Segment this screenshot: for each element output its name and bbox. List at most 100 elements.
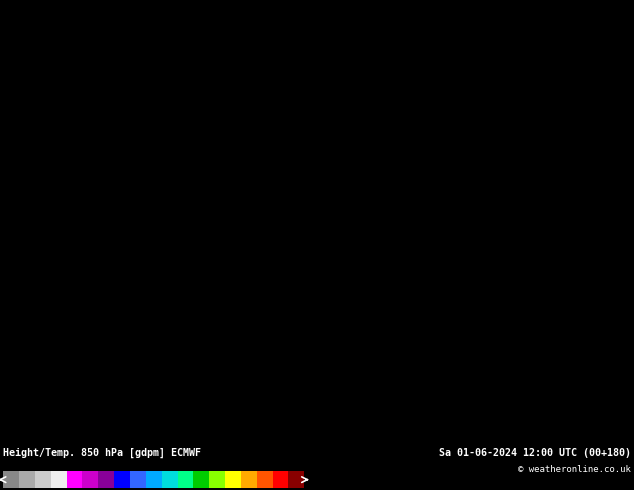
Text: 5: 5 [160,343,167,349]
Text: 4: 4 [282,276,288,284]
Text: 5: 5 [209,60,215,67]
Text: 5: 5 [424,74,430,81]
Text: 3: 3 [297,295,303,302]
Text: 4: 4 [521,347,527,354]
Text: 6: 6 [96,366,103,373]
Text: 4: 4 [170,271,176,279]
Text: 2: 2 [53,131,59,138]
Text: 4: 4 [243,3,249,10]
Text: 2: 2 [326,314,333,321]
Text: 2: 2 [82,201,89,208]
Text: 6: 6 [155,385,162,392]
Text: 4: 4 [248,385,254,392]
Text: 3: 3 [492,164,498,171]
Text: 5: 5 [282,0,288,6]
Text: 4: 4 [184,244,191,251]
Text: 2: 2 [77,201,84,208]
Text: 5: 5 [546,328,552,335]
Text: 7: 7 [257,102,264,109]
Text: 6: 6 [228,83,235,91]
Text: 6: 6 [360,0,366,6]
Text: 5: 5 [145,361,152,368]
Text: 5: 5 [200,135,206,143]
Text: 2: 2 [609,41,615,48]
Text: 7: 7 [63,403,69,411]
Text: 6: 6 [589,248,595,255]
Text: 4: 4 [516,291,522,298]
Text: 3: 3 [472,154,479,161]
Text: 7: 7 [277,154,283,161]
Text: 3: 3 [273,403,279,411]
Text: 3: 3 [268,403,274,411]
Text: 5: 5 [233,437,240,443]
Text: 3: 3 [273,394,279,401]
Text: 6: 6 [257,201,264,208]
Text: 7: 7 [326,74,332,81]
Text: 7: 7 [346,140,352,147]
Text: 3: 3 [43,74,49,81]
Text: 3: 3 [258,300,264,307]
Text: 4: 4 [526,187,532,194]
Text: 1: 1 [370,394,376,401]
Text: 6: 6 [306,3,313,10]
Text: 3: 3 [472,159,479,166]
Text: 6: 6 [253,60,259,67]
Text: 6: 6 [243,55,250,63]
Text: 7: 7 [58,436,64,443]
Text: 5: 5 [224,51,230,58]
Text: 2: 2 [29,131,35,138]
Text: 4: 4 [121,300,127,307]
Text: 1: 1 [360,304,366,312]
Text: 2: 2 [14,220,20,227]
Text: 2: 2 [316,295,323,302]
Text: 5: 5 [238,37,245,44]
Text: 7: 7 [604,253,610,260]
Text: 4: 4 [433,125,439,133]
Text: 2: 2 [311,309,318,317]
Text: 6: 6 [233,83,240,91]
Text: 7: 7 [287,102,294,109]
Text: 1: 1 [19,192,25,198]
Text: 7: 7 [340,98,347,105]
Text: 2: 2 [458,234,464,241]
Text: 3: 3 [121,159,127,166]
Text: 1: 1 [404,295,410,302]
Text: 4: 4 [233,318,240,326]
Text: 5: 5 [540,441,547,448]
Text: 1: 1 [594,55,600,62]
Text: 5: 5 [404,8,410,15]
Text: 3: 3 [453,74,459,81]
Text: 2: 2 [511,65,518,72]
Text: 4: 4 [536,234,542,241]
Text: 7: 7 [351,107,357,114]
Text: 4: 4 [438,135,444,142]
Text: 5: 5 [150,361,157,368]
Text: 4: 4 [340,234,347,241]
Text: 2: 2 [526,102,533,110]
Text: 4: 4 [434,41,440,48]
Text: 4: 4 [165,154,171,161]
Text: 4: 4 [204,286,210,293]
Text: 5: 5 [555,234,561,241]
Text: 4: 4 [72,286,79,293]
Text: 3: 3 [516,343,522,349]
Text: 4: 4 [365,224,372,232]
Text: 4: 4 [126,46,133,53]
Text: 4: 4 [453,131,459,138]
Text: 1: 1 [380,328,386,335]
Text: 4: 4 [48,300,55,307]
Text: 3: 3 [38,83,44,91]
Text: 6: 6 [599,356,605,364]
Text: 3: 3 [472,116,479,123]
Text: 7: 7 [97,441,103,448]
Text: 1: 1 [526,18,533,25]
Text: 1: 1 [429,366,435,373]
Text: 4: 4 [511,239,518,246]
Text: 2: 2 [92,206,98,213]
Text: 5: 5 [82,343,89,349]
Text: 2: 2 [491,318,498,326]
Text: 5: 5 [570,413,576,420]
Text: 5: 5 [560,417,566,424]
Text: 3: 3 [170,13,176,20]
Text: 3: 3 [492,187,498,194]
